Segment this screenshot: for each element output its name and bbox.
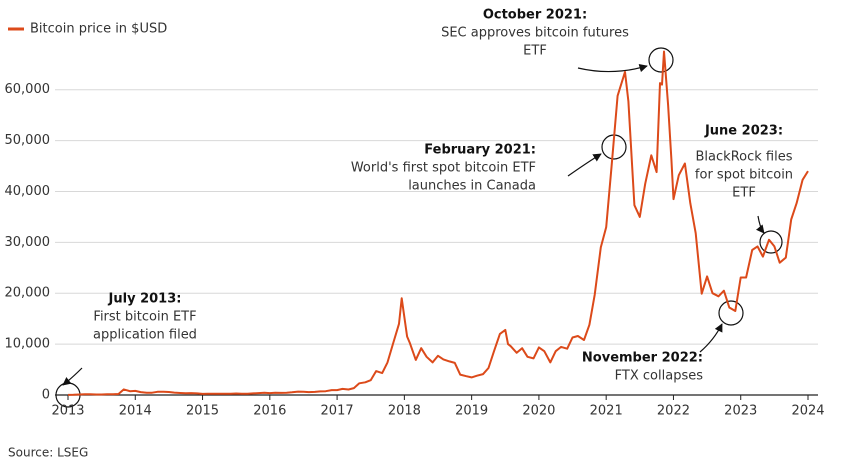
x-tick-label: 2021 bbox=[590, 404, 623, 419]
x-tick-label: 2019 bbox=[455, 404, 488, 419]
x-tick-label: 2023 bbox=[724, 404, 757, 419]
annotation-text: for spot bitcoin bbox=[695, 168, 793, 183]
arrow bbox=[577, 64, 648, 73]
annotation-text: launches in Canada bbox=[408, 179, 536, 194]
y-tick-label: 20,000 bbox=[5, 286, 51, 301]
y-tick-label: 60,000 bbox=[5, 82, 51, 97]
legend-label: Bitcoin price in $USD bbox=[30, 22, 167, 37]
x-tick-label: 2015 bbox=[186, 404, 219, 419]
highlight-circle bbox=[648, 47, 674, 73]
annotation-title: July 2013: bbox=[108, 292, 182, 307]
x-tick-label: 2022 bbox=[657, 404, 690, 419]
x-tick-label: 2014 bbox=[119, 404, 152, 419]
annotation-text: ETF bbox=[523, 44, 547, 59]
annotation-text: First bitcoin ETF bbox=[93, 310, 196, 325]
annotation-text: BlackRock files bbox=[696, 150, 793, 165]
x-tick-label: 2017 bbox=[321, 404, 354, 419]
x-tick-label: 2013 bbox=[51, 404, 84, 419]
x-tick-label: 2024 bbox=[791, 404, 824, 419]
arrow bbox=[699, 323, 723, 353]
annotation-text: World's first spot bitcoin ETF bbox=[351, 161, 536, 176]
y-tick-label: 30,000 bbox=[5, 235, 51, 250]
highlight-circle bbox=[718, 300, 744, 326]
annotation-text: SEC approves bitcoin futures bbox=[441, 26, 629, 41]
y-tick-label: 10,000 bbox=[5, 337, 51, 352]
annotation-title: October 2021: bbox=[483, 8, 587, 23]
highlight-circle bbox=[759, 230, 783, 254]
y-tick-label: 50,000 bbox=[5, 133, 51, 148]
price-line bbox=[67, 50, 809, 396]
x-tick-label: 2018 bbox=[388, 404, 421, 419]
annotation-text: ETF bbox=[732, 186, 756, 201]
arrow bbox=[567, 153, 602, 177]
annotation-text: FTX collapses bbox=[615, 369, 704, 384]
annotation-title: November 2022: bbox=[582, 351, 703, 366]
arrow bbox=[755, 215, 765, 234]
x-tick-label: 2020 bbox=[522, 404, 555, 419]
source: Source: LSEG bbox=[8, 446, 88, 460]
annotation-title: February 2021: bbox=[424, 143, 536, 158]
x-tick-label: 2016 bbox=[253, 404, 286, 419]
arrow bbox=[62, 367, 83, 386]
annotation-title: June 2023: bbox=[704, 124, 783, 139]
y-tick-label: 0 bbox=[42, 388, 50, 403]
y-tick-label: 40,000 bbox=[5, 184, 51, 199]
annotation-text: application filed bbox=[93, 328, 197, 343]
